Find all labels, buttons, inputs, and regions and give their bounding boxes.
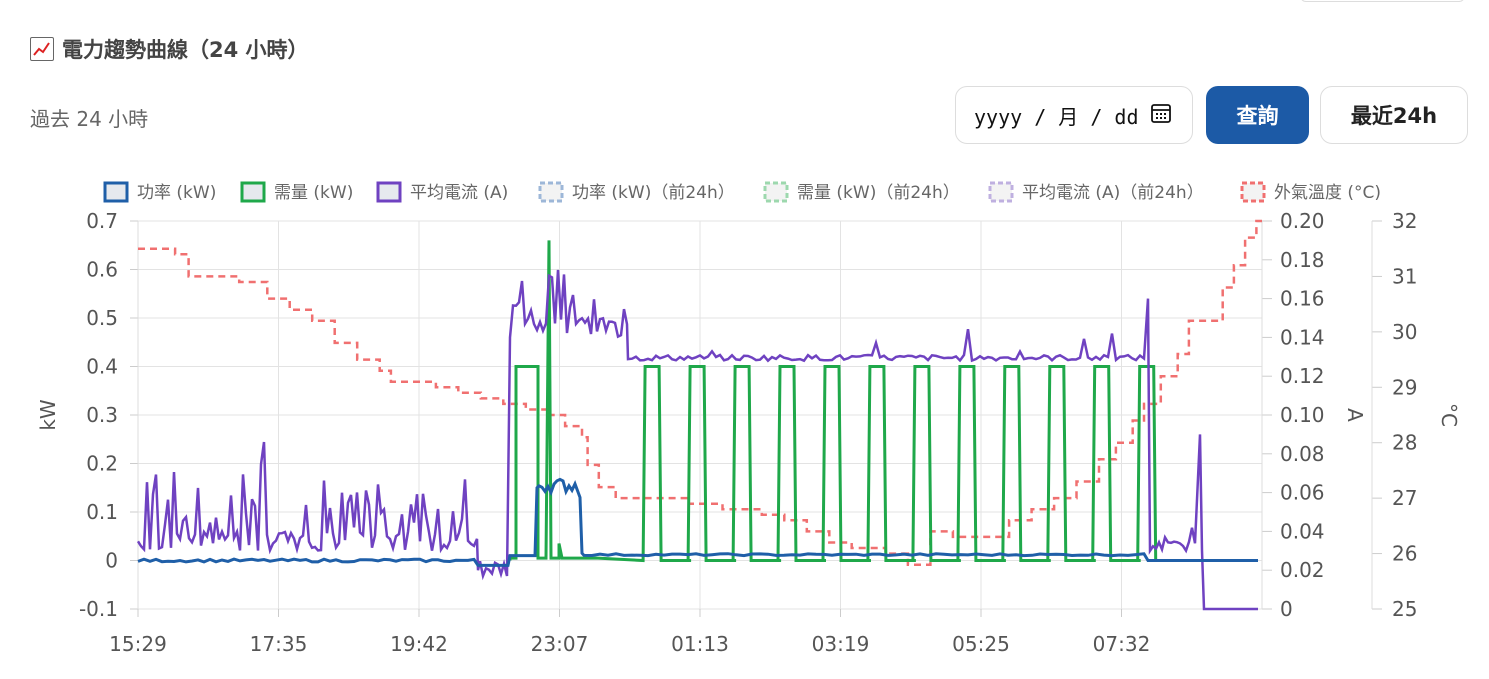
x-tick: 23:07 — [531, 632, 589, 656]
x-tick: 19:42 — [390, 632, 448, 656]
legend-label-3: 功率 (kW)（前24h） — [572, 183, 735, 203]
x-tick: 01:13 — [671, 632, 729, 656]
legend-swatch-0 — [103, 181, 129, 203]
y-left-tick: 0.7 — [86, 209, 118, 233]
y-left-tick: 0.4 — [86, 355, 118, 379]
y-right-a-title: A — [1343, 408, 1367, 422]
title-text: 電力趨勢曲線（24 小時） — [62, 38, 309, 62]
legend-label-2: 平均電流 (A) — [410, 183, 508, 203]
subtitle: 過去 24 小時 — [30, 107, 149, 131]
power-line — [137, 477, 1258, 567]
y-right-c-title: °C — [1437, 403, 1461, 427]
x-tick: 17:35 — [250, 632, 308, 656]
date-input[interactable]: yyyy / 月 / dd — [955, 86, 1193, 144]
chart-trend-icon — [30, 37, 54, 61]
x-tick: 15:29 — [109, 632, 167, 656]
date-placeholder: yyyy / 月 / dd — [974, 104, 1139, 129]
legend-swatch-3 — [538, 181, 564, 203]
legend-label-4: 需量 (kW)（前24h） — [797, 183, 960, 203]
y-right-a-tick: 0.02 — [1280, 558, 1325, 582]
y-left-title: kW — [36, 399, 60, 431]
legend-label-0: 功率 (kW) — [137, 183, 216, 203]
recent-24h-button[interactable]: 最近24h — [1320, 86, 1468, 144]
calendar-icon[interactable] — [1150, 102, 1172, 128]
y-right-c-tick: 26 — [1392, 542, 1417, 566]
y-left-tick: 0.2 — [86, 452, 118, 476]
page-title: 電力趨勢曲線（24 小時） — [30, 34, 309, 64]
y-right-a-tick: 0.18 — [1280, 248, 1325, 272]
y-left-tick: 0.1 — [86, 500, 118, 524]
power-trend-chart: 功率 (kW) 需量 (kW) 平均電流 (A) 功率 (kW)（前24h） 需量 (k… — [36, 181, 1461, 656]
query-button[interactable]: 查詢 — [1206, 86, 1309, 144]
temperature-line — [138, 219, 1262, 566]
y-right-c-tick: 25 — [1392, 597, 1417, 621]
y-right-a-tick: 0.14 — [1280, 325, 1325, 349]
y-right-c-tick: 31 — [1392, 264, 1417, 288]
x-tick: 03:19 — [812, 632, 870, 656]
y-right-a-tick: 0.10 — [1280, 403, 1325, 427]
y-right-c-tick: 32 — [1392, 209, 1417, 233]
y-left-tick: -0.1 — [79, 597, 118, 621]
y-right-c-tick: 30 — [1392, 320, 1417, 344]
y-right-a-tick: 0.20 — [1280, 209, 1325, 233]
legend-label-1: 需量 (kW) — [274, 183, 353, 203]
top-edge — [1300, 0, 1465, 2]
x-tick: 05:25 — [952, 632, 1010, 656]
y-right-a-tick: 0.04 — [1280, 519, 1325, 543]
legend-swatch-1 — [240, 181, 266, 203]
legend-swatch-2 — [376, 181, 402, 203]
y-right-c-tick: 27 — [1392, 486, 1417, 510]
y-right-c-tick: 28 — [1392, 431, 1417, 455]
y-right-a-tick: 0 — [1280, 597, 1293, 621]
y-right-a-tick: 0.08 — [1280, 442, 1325, 466]
legend-swatch-5 — [988, 181, 1014, 203]
y-right-a-tick: 0.12 — [1280, 364, 1325, 388]
legend-label-6: 外氣溫度 (°C) — [1274, 183, 1381, 203]
current-line — [136, 269, 1258, 611]
demand-line — [508, 240, 1186, 563]
y-left-tick: 0 — [105, 549, 118, 573]
legend-swatch-4 — [763, 181, 789, 203]
y-right-a-tick: 0.16 — [1280, 287, 1325, 311]
y-left-tick: 0.5 — [86, 306, 118, 330]
y-right-c-tick: 29 — [1392, 375, 1417, 399]
legend-label-5: 平均電流 (A)（前24h） — [1022, 183, 1204, 203]
x-tick: 07:32 — [1093, 632, 1151, 656]
y-right-a-tick: 0.06 — [1280, 481, 1325, 505]
legend-swatch-6 — [1240, 181, 1266, 203]
y-left-tick: 0.3 — [86, 403, 118, 427]
y-left-tick: 0.6 — [86, 258, 118, 282]
